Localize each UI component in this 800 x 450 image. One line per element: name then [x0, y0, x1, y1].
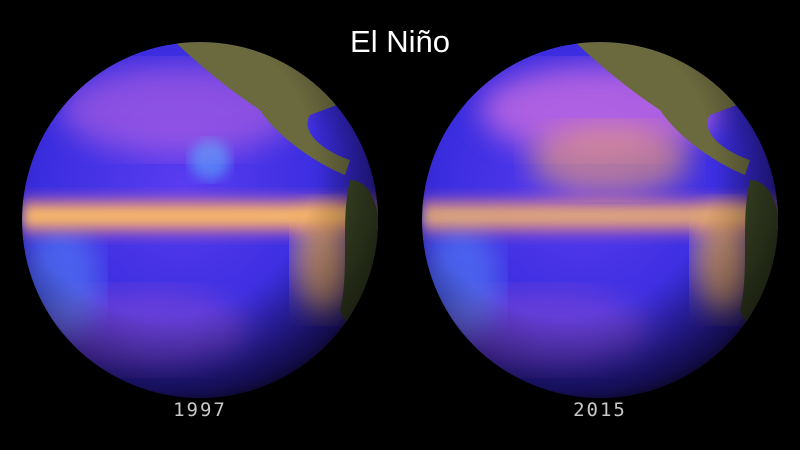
shading: [22, 42, 378, 398]
title: El Niño: [350, 24, 450, 59]
globe: [422, 42, 778, 398]
year-label: 1997: [173, 399, 227, 421]
year-label: 2015: [573, 399, 627, 421]
globe: [22, 42, 378, 398]
shading: [422, 42, 778, 398]
